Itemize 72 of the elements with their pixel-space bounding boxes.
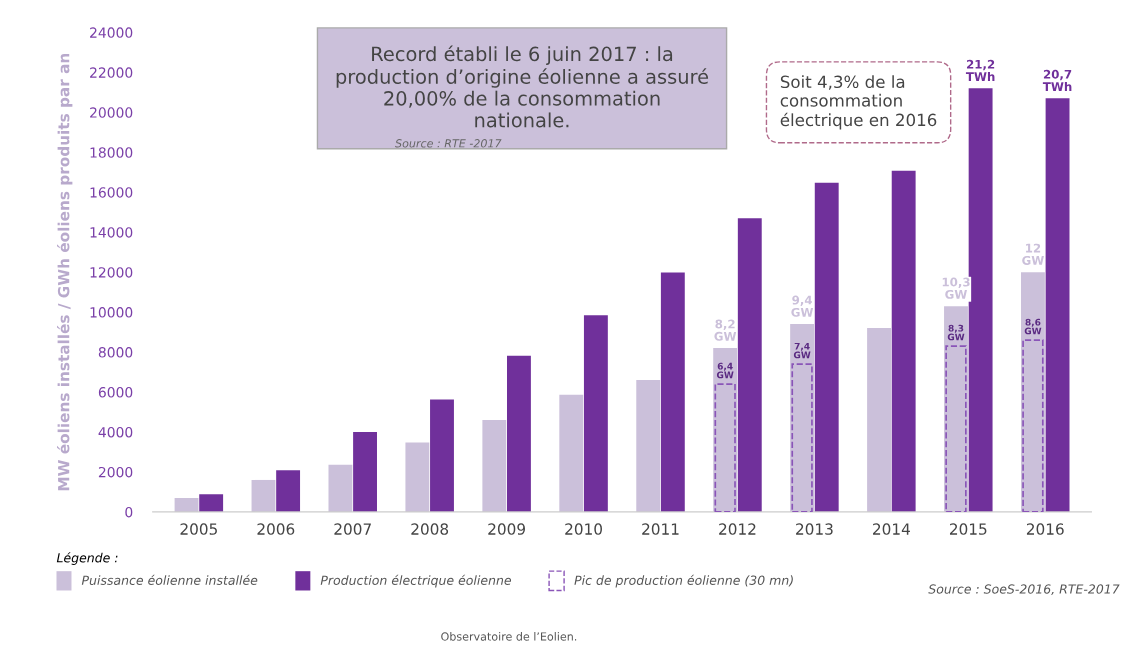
bar	[867, 328, 891, 512]
bar	[559, 394, 584, 512]
bar	[660, 272, 685, 512]
legend-label: Puissance éolienne installée	[81, 574, 258, 585]
annotation: 9,4 GW	[791, 295, 814, 317]
y-tick-label: 4000	[98, 426, 133, 438]
y-tick-label: 20000	[90, 107, 133, 118]
source-note: Source : SoeS-2016, RTE-2017	[928, 584, 1120, 596]
y-tick-label: 6000	[98, 387, 133, 398]
bar	[583, 315, 608, 512]
y-tick-label: 12000	[90, 267, 133, 278]
bar	[507, 355, 531, 512]
annotation: Soit 4,3% de la consommation électrique en 2016	[780, 75, 937, 130]
bar	[251, 479, 276, 512]
bar	[636, 380, 661, 512]
bar	[1020, 272, 1045, 512]
bar	[482, 420, 507, 512]
y-tick-label: 10000	[90, 307, 133, 318]
bar	[1022, 339, 1044, 512]
y-tick-label: 8000	[98, 347, 133, 358]
bar	[1045, 98, 1070, 512]
x-tick-label: 2014	[873, 523, 910, 535]
x-tick-label: 2010	[565, 523, 602, 535]
x-tick-label: 2008	[411, 523, 449, 535]
legend-label: Production électrique éolienne	[320, 574, 512, 588]
annotation: Source : RTE -2017	[395, 139, 502, 148]
x-tick-label: 2015	[949, 523, 987, 535]
x-tick-label: 2006	[257, 523, 295, 535]
bar	[737, 218, 762, 512]
x-tick-label: 2005	[180, 523, 217, 535]
x-tick-label: 2011	[642, 523, 679, 535]
bar	[714, 383, 736, 512]
x-tick-label: 2007	[334, 523, 371, 535]
bar	[328, 464, 353, 512]
bar	[891, 170, 916, 512]
x-tick-label: 2009	[488, 523, 525, 535]
y-tick-label: 22000	[90, 67, 133, 78]
annotation: Record établi le 6 juin 2017 : la production d’origine éolienne a assuré 20,00% de la consommation nationale.	[336, 45, 709, 128]
bar	[814, 182, 839, 512]
y-tick-label: 16000	[90, 187, 133, 198]
x-tick-label: 2016	[1026, 523, 1064, 535]
y-tick-label: 14000	[90, 227, 133, 238]
annotation: 10,3 GW	[942, 277, 970, 299]
annotation: 21,2 TWh	[965, 59, 995, 81]
bar	[945, 345, 967, 512]
annotation: 8,6 GW	[1024, 318, 1042, 335]
bar	[968, 88, 993, 512]
text: Observatoire de l’Eolien.	[441, 632, 577, 641]
y-tick-label: 18000	[90, 147, 133, 158]
legend-title: Légende :	[56, 552, 118, 565]
bar	[199, 494, 224, 512]
x-tick-label: 2012	[719, 523, 756, 535]
bar	[430, 399, 454, 512]
y-tick-label: 0	[125, 506, 133, 518]
annotation: 6,4 GW	[716, 362, 734, 379]
y-axis-title: MW éoliens installés / GWh éoliens produits par an	[56, 53, 73, 491]
annotation: 8,2 GW	[714, 319, 737, 341]
y-tick-label: 24000	[90, 27, 133, 38]
bar	[713, 348, 738, 512]
annotation: 8,3 GW	[947, 324, 965, 341]
annotation: 7,4 GW	[793, 342, 811, 359]
legend-label: Pic de production éolienne (30 mn)	[574, 574, 793, 588]
bar	[353, 432, 377, 512]
x-tick-label: 2013	[796, 523, 833, 535]
bar	[405, 442, 430, 512]
annotation: 12 GW	[1022, 243, 1044, 265]
annotation: 20,7 TWh	[1042, 69, 1072, 91]
bar	[276, 470, 301, 512]
bar	[944, 306, 968, 512]
bar	[791, 363, 813, 512]
bar	[174, 497, 199, 512]
y-tick-label: 2000	[98, 466, 133, 478]
